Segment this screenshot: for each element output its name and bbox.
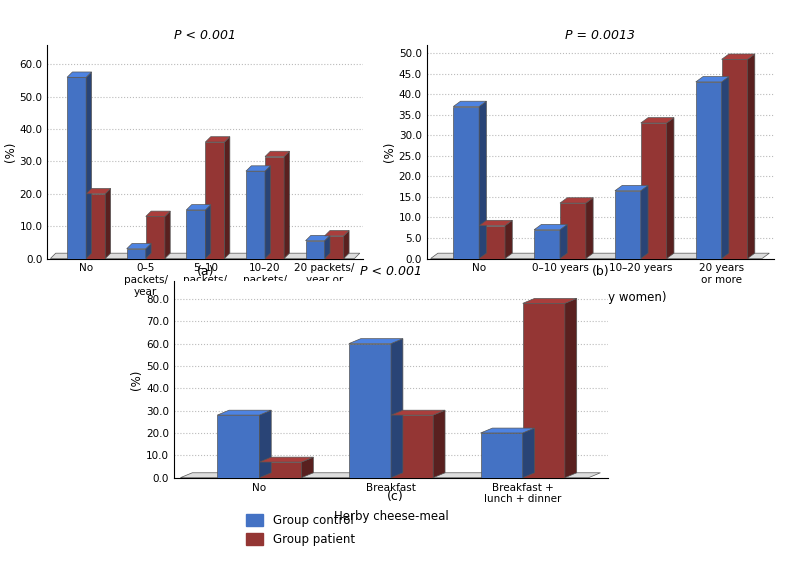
Polygon shape: [246, 166, 270, 171]
Polygon shape: [480, 101, 487, 259]
Bar: [306, 241, 325, 259]
Bar: [86, 194, 105, 259]
Bar: [560, 203, 586, 259]
Bar: [349, 343, 391, 478]
Title: P < 0.001: P < 0.001: [360, 265, 422, 278]
Bar: [480, 226, 505, 259]
Polygon shape: [431, 253, 769, 259]
Bar: [126, 249, 146, 259]
Polygon shape: [180, 473, 600, 478]
Polygon shape: [51, 253, 359, 259]
Bar: [186, 210, 205, 259]
Polygon shape: [259, 457, 314, 462]
Polygon shape: [523, 428, 535, 478]
Y-axis label: (%): (%): [4, 142, 17, 162]
Polygon shape: [453, 101, 487, 107]
Bar: [523, 303, 565, 478]
Polygon shape: [265, 151, 289, 157]
Bar: [534, 230, 560, 259]
Polygon shape: [534, 224, 567, 230]
Bar: [391, 415, 433, 478]
Polygon shape: [146, 211, 170, 216]
Bar: [265, 157, 284, 259]
X-axis label: Tandoor (only women): Tandoor (only women): [535, 291, 666, 303]
Polygon shape: [480, 428, 535, 433]
Polygon shape: [523, 298, 577, 303]
Polygon shape: [615, 185, 648, 191]
Bar: [246, 171, 265, 259]
Bar: [615, 191, 641, 259]
Bar: [480, 433, 523, 478]
Polygon shape: [641, 117, 674, 123]
Y-axis label: (%): (%): [130, 369, 143, 389]
Polygon shape: [391, 339, 403, 478]
Polygon shape: [86, 72, 92, 259]
Polygon shape: [696, 76, 729, 82]
Polygon shape: [306, 235, 330, 241]
Polygon shape: [224, 137, 230, 259]
Text: (a): (a): [197, 265, 214, 278]
X-axis label: Cigarette: Cigarette: [178, 302, 233, 315]
Text: (b): (b): [592, 265, 609, 278]
Polygon shape: [391, 410, 445, 415]
Text: (c): (c): [386, 490, 404, 503]
Polygon shape: [641, 185, 648, 259]
Polygon shape: [146, 243, 151, 259]
Y-axis label: (%): (%): [383, 142, 396, 162]
Polygon shape: [126, 243, 151, 249]
Polygon shape: [433, 410, 445, 478]
Polygon shape: [344, 230, 349, 259]
Bar: [325, 236, 344, 259]
Polygon shape: [560, 224, 567, 259]
Polygon shape: [205, 205, 211, 259]
Polygon shape: [284, 151, 289, 259]
Polygon shape: [721, 54, 754, 60]
Polygon shape: [265, 166, 270, 259]
Legend: Group control, Group patient: Group control, Group patient: [241, 509, 359, 550]
Polygon shape: [349, 339, 403, 343]
Polygon shape: [480, 220, 512, 226]
Bar: [205, 142, 224, 259]
Polygon shape: [560, 198, 593, 203]
Polygon shape: [325, 235, 330, 259]
Polygon shape: [86, 188, 111, 194]
Polygon shape: [105, 188, 111, 259]
Bar: [453, 107, 480, 259]
Polygon shape: [205, 137, 230, 142]
Bar: [696, 82, 721, 259]
Bar: [259, 462, 302, 478]
Polygon shape: [67, 72, 92, 78]
Polygon shape: [165, 211, 170, 259]
Title: P = 0.0013: P = 0.0013: [566, 29, 635, 42]
Bar: [217, 415, 259, 478]
Polygon shape: [186, 205, 211, 210]
Bar: [721, 60, 747, 259]
Polygon shape: [747, 54, 754, 259]
Bar: [146, 216, 165, 259]
Polygon shape: [586, 198, 593, 259]
Polygon shape: [302, 457, 314, 478]
Bar: [67, 78, 86, 259]
X-axis label: Herby cheese-meal: Herby cheese-meal: [333, 510, 449, 523]
Polygon shape: [565, 298, 577, 478]
Polygon shape: [325, 230, 349, 236]
Title: P < 0.001: P < 0.001: [175, 29, 236, 42]
Polygon shape: [259, 410, 271, 478]
Polygon shape: [721, 76, 729, 259]
Polygon shape: [505, 220, 512, 259]
Polygon shape: [217, 410, 271, 415]
Bar: [641, 123, 667, 259]
Polygon shape: [667, 117, 674, 259]
